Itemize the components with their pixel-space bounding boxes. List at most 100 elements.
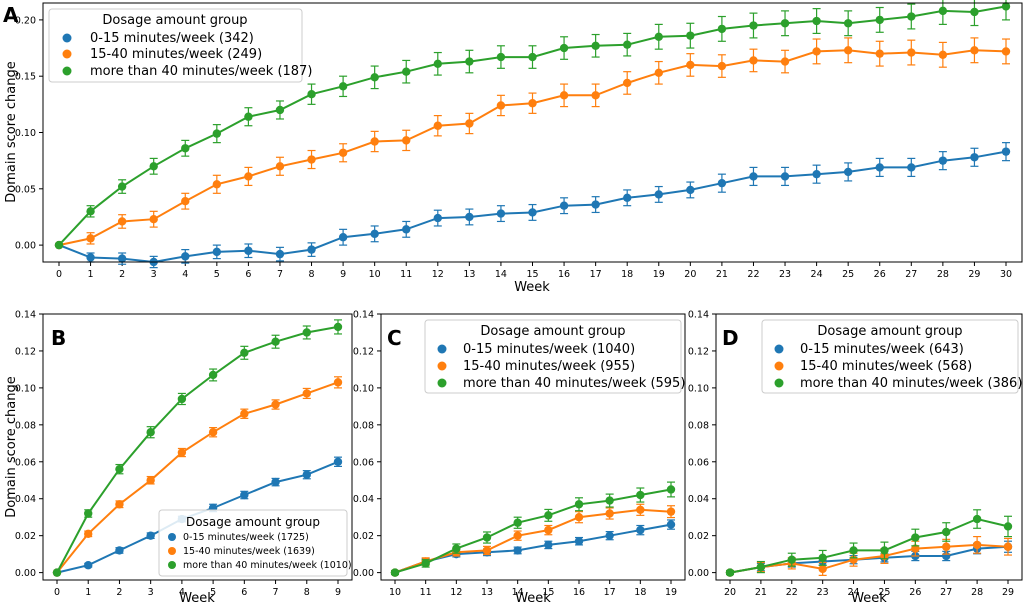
panel-a-data-point xyxy=(780,19,790,28)
panel-a-data-point xyxy=(717,24,727,34)
panel-c-data-point xyxy=(666,485,676,494)
panel-d-legend-marker-3 xyxy=(774,378,784,388)
panel-b-data-point xyxy=(84,561,93,570)
panel-c-xtick-label: 15 xyxy=(542,587,554,598)
panel-d-xtick-label: 20 xyxy=(724,587,736,598)
panel-d-ytick-label: 0.02 xyxy=(688,531,709,542)
panel-c-letter: C xyxy=(387,326,402,350)
panel-a-data-point xyxy=(465,212,474,222)
panel-c-legend-box xyxy=(424,319,682,394)
panel-b-xtick-label: 0 xyxy=(54,587,60,598)
panel-a-ytick-label: 0.10 xyxy=(15,128,36,139)
panel-a-data-point xyxy=(307,90,316,99)
panel-a-xtick-label: 30 xyxy=(1000,269,1012,280)
panel-c-data-point xyxy=(513,531,522,540)
panel-d-letter: D xyxy=(722,326,739,350)
panel-d-xtick-label: 28 xyxy=(971,587,983,598)
panel-a-xtick-label: 3 xyxy=(151,269,157,280)
panel-a-data-point xyxy=(907,48,916,57)
panel-a-xtick-label: 20 xyxy=(684,269,696,280)
panel-a-data-point xyxy=(433,121,442,130)
panel-a-data-point xyxy=(275,249,285,259)
panel-a-data-point xyxy=(717,61,727,71)
panel-b-ytick-label: 0.12 xyxy=(15,346,36,357)
panel-c-data-point xyxy=(482,533,492,542)
panel-a-legend-item-3: more than 40 minutes/week (187) xyxy=(90,64,312,79)
panel-b-data-point xyxy=(271,477,280,487)
panel-b-data-point xyxy=(302,389,311,398)
panel-c-data-point xyxy=(574,500,584,509)
panel-a-data-point xyxy=(370,137,379,146)
panel-c-ytick-label: 0.14 xyxy=(353,310,374,321)
panel-a-data-point xyxy=(938,6,948,16)
panel-a-data-point xyxy=(117,182,127,191)
panel-b-legend-marker-3 xyxy=(168,561,176,569)
panel-a-data-point xyxy=(875,15,884,25)
panel-d-data-point xyxy=(1003,522,1013,531)
panel-b-legend-marker-2 xyxy=(168,547,176,555)
panel-a-data-point xyxy=(244,112,253,121)
panel-c-legend-item-3: more than 40 minutes/week (595) xyxy=(463,376,685,391)
panel-a-ylabel: Domain score change xyxy=(4,61,19,202)
panel-a-data-point xyxy=(181,196,190,206)
panel-a-legend-item-2: 15-40 minutes/week (249) xyxy=(90,47,262,62)
panel-c-series-3-line xyxy=(394,488,672,574)
panel-a-data-point xyxy=(86,253,95,262)
panel-c-data-point xyxy=(605,496,614,505)
panel-c-legend-item-1: 0-15 minutes/week (1040) xyxy=(463,342,635,357)
panel-d-data-point xyxy=(880,546,889,555)
panel-a-xtick-label: 8 xyxy=(309,269,315,280)
panel-a-data-point xyxy=(307,155,316,164)
panel-b-ylabel: Domain score change xyxy=(4,376,19,517)
panel-a-xtick-label: 4 xyxy=(182,269,188,280)
panel-b-ytick-label: 0.02 xyxy=(15,531,36,542)
panel-a-xtick-label: 14 xyxy=(495,269,507,280)
panel-d-data-point xyxy=(942,542,951,551)
panel-c-legend-marker-2 xyxy=(437,361,447,371)
panel-b-data-point xyxy=(333,378,343,387)
panel-b-series-2 xyxy=(52,376,343,577)
panel-a-xtick-label: 10 xyxy=(369,269,381,280)
panel-a-data-point xyxy=(370,73,379,82)
panel-c-data-point xyxy=(605,509,614,518)
panel-a-legend-box xyxy=(48,8,303,83)
panel-a-data-point xyxy=(1001,2,1011,11)
panel-b-xtick-label: 7 xyxy=(273,587,279,598)
panel-c-data-point xyxy=(390,568,400,577)
panel-b-ytick-label: 0.04 xyxy=(15,494,36,505)
panel-a-data-point xyxy=(181,252,190,261)
panel-c-xtick-label: 18 xyxy=(634,587,646,598)
panel-a-data-point xyxy=(812,16,821,26)
panel-b-legend-title: Dosage amount group xyxy=(186,515,320,529)
panel-b-legend-marker-1 xyxy=(168,533,176,541)
panel-d-data-point xyxy=(942,527,951,537)
panel-c-ytick-label: 0.10 xyxy=(353,383,374,394)
panel-c-xtick-label: 13 xyxy=(481,587,493,598)
panel-b: 0 1 2 3 4 5 6 7 8 9 0.00 0.02 0.04 0.06 0.08 0.10 0.12 0.… xyxy=(4,310,353,606)
panel-a-data-point xyxy=(591,91,600,100)
panel-b-series-2-line xyxy=(56,381,339,574)
panel-a-data-point xyxy=(275,162,285,171)
panel-d-frame xyxy=(715,313,1023,581)
panel-d-xtick-label: 25 xyxy=(878,587,890,598)
panel-b-data-point xyxy=(84,509,93,518)
panel-a-data-point xyxy=(686,185,695,195)
panel-c-data-point xyxy=(636,505,645,515)
panel-d-data-point xyxy=(725,568,735,577)
panel-b-legend: Dosage amount group 0-15 minutes/week (1… xyxy=(158,509,352,577)
panel-c-series-2 xyxy=(390,503,676,577)
panel-a: 0 1 2 3 4 5 6 7 8 9 10 11 12 13 14 15 16 17 18 19 20 21 22 23 24… xyxy=(3,0,1023,295)
panel-a-xtick-label: 1 xyxy=(88,269,94,280)
panel-c-data-point xyxy=(574,512,584,522)
panel-a-xtick-label: 11 xyxy=(400,269,412,280)
panel-a-data-point xyxy=(623,193,632,203)
panel-a-xtick-label: 15 xyxy=(526,269,538,280)
panel-d-xtick-label: 23 xyxy=(817,587,829,598)
panel-a-data-point xyxy=(1001,47,1011,56)
panel-c-data-point xyxy=(666,520,676,529)
panel-a-data-point xyxy=(1001,147,1011,156)
panel-c-data-point xyxy=(421,559,430,568)
panel-b-ytick-label: 0.14 xyxy=(15,310,36,321)
panel-a-data-point xyxy=(465,119,474,128)
panel-a-data-point xyxy=(812,169,821,179)
